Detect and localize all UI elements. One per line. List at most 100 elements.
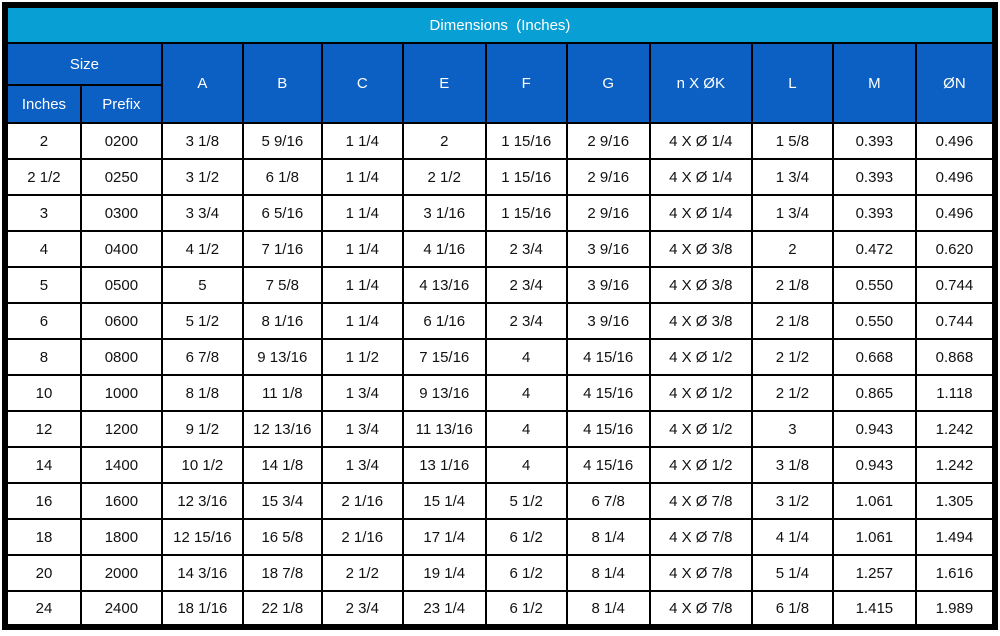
table-body: 2 0200 3 1/8 5 9/16 1 1/4 2 1 15/16 2 9/16 4 X Ø… [4, 122, 997, 628]
table-cell: 0.744 [914, 302, 997, 340]
table-cell: 1 1/4 [320, 122, 404, 160]
table-cell: 4 15/16 [565, 374, 651, 412]
table-cell: 3 9/16 [565, 266, 651, 304]
table-cell: 1.415 [831, 590, 917, 628]
table-cell: 24 [4, 590, 82, 628]
table-cell: 2 1/16 [320, 482, 404, 520]
table-cell: 1000 [79, 374, 163, 412]
table-cell: 1 15/16 [484, 158, 568, 196]
table-cell: 0800 [79, 338, 163, 376]
table-cell: 2 1/8 [750, 266, 834, 304]
table-cell: 5 [160, 266, 244, 304]
table-cell: 4 X Ø 1/2 [648, 374, 753, 412]
table-cell: 18 [4, 518, 82, 556]
table-cell: 4 [484, 410, 568, 448]
table-row: 12 1200 9 1/2 12 13/16 1 3/4 11 13/16 4 4 15/16… [4, 410, 997, 448]
table-cell: 1 1/4 [320, 158, 404, 196]
title-row: Dimensions (Inches) [4, 4, 996, 44]
table-cell: 4 X Ø 3/8 [648, 266, 753, 304]
table-cell: 17 1/4 [401, 518, 487, 556]
column-header-g: G [565, 42, 651, 124]
table-cell: 12 3/16 [160, 482, 244, 520]
table-cell: 4 [484, 446, 568, 484]
table-cell: 1 1/4 [320, 266, 404, 304]
table-cell: 8 1/4 [565, 518, 651, 556]
column-header-n-x-k: n X ØK [648, 42, 753, 124]
table-cell: 8 [4, 338, 82, 376]
table-cell: 1 3/4 [750, 158, 834, 196]
table-row: 14 1400 10 1/2 14 1/8 1 3/4 13 1/16 4 4 15/16 4 … [4, 446, 997, 484]
table-cell: 20 [4, 554, 82, 592]
column-header-b: B [241, 42, 323, 124]
table-cell: 4 X Ø 3/8 [648, 230, 753, 268]
table-cell: 2000 [79, 554, 163, 592]
table-cell: 5 1/2 [160, 302, 244, 340]
table-cell: 0400 [79, 230, 163, 268]
table-cell: 0.865 [831, 374, 917, 412]
table-row: 4 0400 4 1/2 7 1/16 1 1/4 4 1/16 2 3/4 3 9/16 4 … [4, 230, 997, 268]
table-cell: 7 15/16 [401, 338, 487, 376]
table-cell: 0300 [79, 194, 163, 232]
table-cell: 14 1/8 [241, 446, 323, 484]
column-header-m: M [831, 42, 917, 124]
subcolumn-header-prefix: Prefix [79, 84, 163, 124]
table-row: 2 1/2 0250 3 1/2 6 1/8 1 1/4 2 1/2 1 15/16 2 9/… [4, 158, 997, 196]
column-header-e: E [401, 42, 487, 124]
table-cell: 0.943 [831, 410, 917, 448]
table-cell: 6 1/2 [484, 554, 568, 592]
table-cell: 1 3/4 [320, 374, 404, 412]
table-cell: 3 [4, 194, 82, 232]
column-header-n: ØN [914, 42, 997, 124]
table-cell: 14 [4, 446, 82, 484]
table-cell: 0.550 [831, 266, 917, 304]
table-cell: 0.393 [831, 158, 917, 196]
table-row: 18 1800 12 15/16 16 5/8 2 1/16 17 1/4 6 1/2 8 1… [4, 518, 997, 556]
table-row: 24 2400 18 1/16 22 1/8 2 3/4 23 1/4 6 1/2 8 1/4… [4, 590, 997, 628]
table-cell: 18 7/8 [241, 554, 323, 592]
table-cell: 1800 [79, 518, 163, 556]
table-cell: 4 X Ø 7/8 [648, 518, 753, 556]
table-cell: 9 13/16 [241, 338, 323, 376]
table-cell: 4 1/16 [401, 230, 487, 268]
table-cell: 4 X Ø 1/4 [648, 122, 753, 160]
table-cell: 1 3/4 [320, 410, 404, 448]
table-cell: 4 X Ø 1/2 [648, 410, 753, 448]
table-cell: 1 3/4 [320, 446, 404, 484]
table-cell: 6 1/8 [750, 590, 834, 628]
table-cell: 3 1/16 [401, 194, 487, 232]
table-cell: 2 1/16 [320, 518, 404, 556]
table-cell: 1.242 [914, 410, 997, 448]
table-cell: 0.496 [914, 122, 997, 160]
table-cell: 4 [484, 374, 568, 412]
table-cell: 0.472 [831, 230, 917, 268]
table-cell: 0.620 [914, 230, 997, 268]
table-cell: 13 1/16 [401, 446, 487, 484]
table-cell: 6 7/8 [565, 482, 651, 520]
table-cell: 2 1/2 [750, 338, 834, 376]
table-cell: 4 X Ø 1/2 [648, 446, 753, 484]
table-cell: 6 1/2 [484, 590, 568, 628]
table-cell: 4 15/16 [565, 446, 651, 484]
column-header-a: A [160, 42, 244, 124]
table-cell: 1.242 [914, 446, 997, 484]
table-cell: 3 9/16 [565, 230, 651, 268]
table-cell: 12 15/16 [160, 518, 244, 556]
table-cell: 3 3/4 [160, 194, 244, 232]
table-cell: 0.393 [831, 122, 917, 160]
table-cell: 4 [484, 338, 568, 376]
table-cell: 1 15/16 [484, 122, 568, 160]
table-cell: 2 [401, 122, 487, 160]
column-header-l: L [750, 42, 834, 124]
table-cell: 10 [4, 374, 82, 412]
table-cell: 16 [4, 482, 82, 520]
table-cell: 16 5/8 [241, 518, 323, 556]
table-cell: 3 [750, 410, 834, 448]
table-cell: 0.744 [914, 266, 997, 304]
table-cell: 1400 [79, 446, 163, 484]
table-cell: 1 5/8 [750, 122, 834, 160]
table-cell: 12 [4, 410, 82, 448]
table-cell: 2 9/16 [565, 194, 651, 232]
table-cell: 12 13/16 [241, 410, 323, 448]
table-cell: 2 3/4 [484, 302, 568, 340]
table-cell: 15 1/4 [401, 482, 487, 520]
